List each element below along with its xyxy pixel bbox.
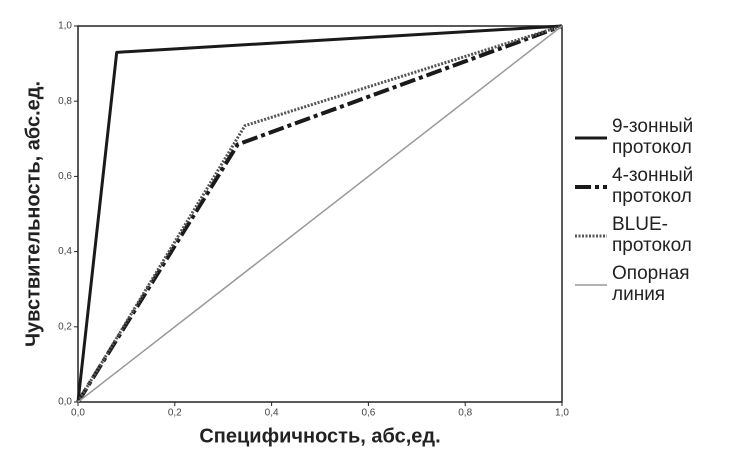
x-tick-label: 0,0: [71, 408, 85, 419]
y-tick-label: 0,0: [58, 397, 72, 408]
x-tick-label: 0,2: [168, 408, 182, 419]
series-line: [76, 24, 563, 404]
legend-label: Опорная линия: [612, 263, 690, 305]
y-tick-label: 0,4: [58, 246, 72, 257]
y-tick-label: 0,8: [58, 96, 72, 107]
series-line: [77, 25, 563, 403]
x-tick-label: 0,8: [458, 408, 472, 419]
plot-frame: [77, 25, 563, 403]
series-line: [76, 24, 563, 403]
y-tick-label: 0,6: [58, 171, 72, 182]
x-tick-label: 0,6: [361, 408, 375, 419]
y-tick-label: 1,0: [58, 21, 72, 32]
legend-label: 4-зонный протокол: [612, 165, 694, 207]
x-tick-label: 1,0: [555, 408, 569, 419]
x-axis-title: Специфичность, абс,ед.: [199, 425, 440, 447]
y-axis-title: Чувствительность, абс.ед.: [22, 81, 44, 347]
legend-label: BLUE-протокол: [612, 214, 692, 256]
x-tick-label: 0,4: [265, 408, 279, 419]
legend-label: 9-зонный протокол: [612, 116, 694, 158]
y-tick-label: 0,2: [58, 321, 72, 332]
series-line: [76, 24, 563, 403]
